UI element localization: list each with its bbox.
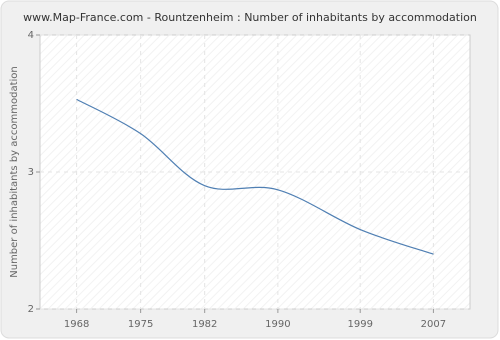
y-tick-label: 4 xyxy=(28,30,34,41)
y-axis-label: Number of inhabitants by accommodation xyxy=(9,66,20,278)
x-tick-label: 1999 xyxy=(347,319,372,330)
x-tick-label: 1990 xyxy=(265,319,290,330)
x-tick-label: 1982 xyxy=(192,319,217,330)
chart-title: www.Map-France.com - Rountzenheim : Numb… xyxy=(23,11,477,24)
x-tick-label: 1968 xyxy=(64,319,89,330)
y-tick-label: 2 xyxy=(28,304,34,315)
x-tick-label: 2007 xyxy=(421,319,446,330)
y-tick-label: 3 xyxy=(28,167,34,178)
data-line xyxy=(76,98,434,255)
plot-area xyxy=(39,34,471,310)
x-tick-label: 1975 xyxy=(128,319,153,330)
